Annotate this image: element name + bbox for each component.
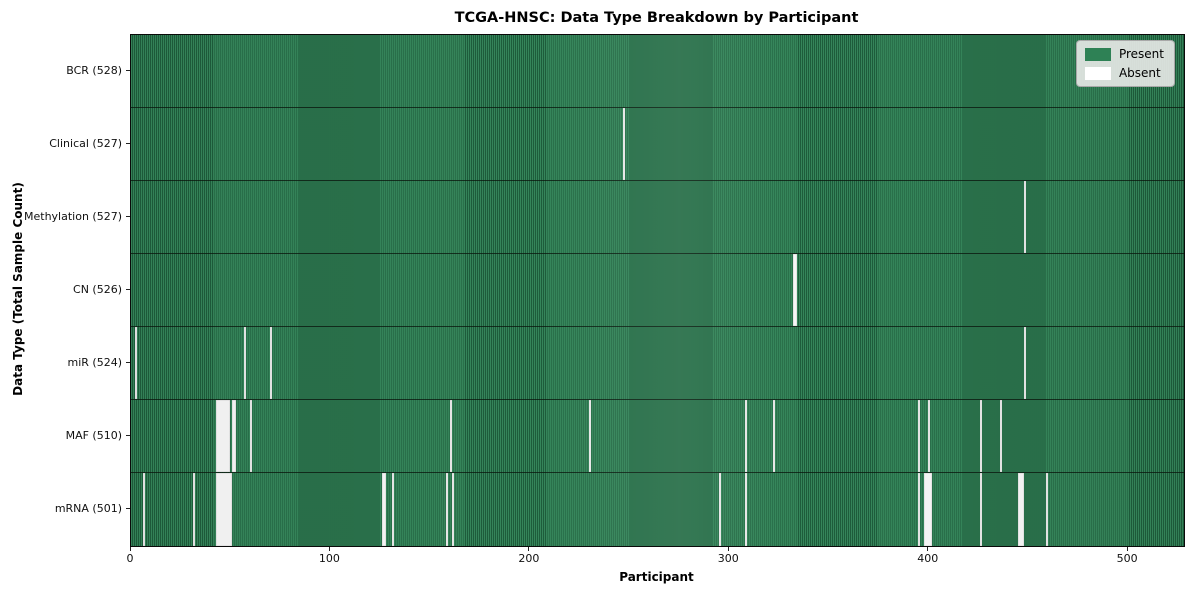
ytick-label-CN: CN (526) (73, 282, 122, 296)
absent-stripe-mRNA-31 (192, 473, 195, 546)
legend-label-absent: Absent (1118, 66, 1161, 80)
absent-stripe-mRNA-445 (1018, 473, 1025, 546)
ytick-mark-Methylation (126, 216, 130, 217)
absent-stripe-miR-2 (134, 327, 137, 399)
absent-stripe-Methylation-448 (1024, 181, 1027, 253)
ytick-label-mRNA: mRNA (501) (54, 501, 122, 515)
ytick-mark-MAF (126, 435, 130, 436)
xtick-mark-100 (328, 546, 330, 551)
absent-swatch (1084, 66, 1111, 80)
ytick-mark-mRNA (126, 508, 130, 509)
absent-stripe-mRNA-398 (924, 473, 933, 546)
ytick-label-Methylation: Methylation (527) (24, 209, 122, 223)
absent-stripe-mRNA-426 (980, 473, 983, 546)
absent-stripe-CN-332 (792, 254, 797, 326)
legend-entry-absent: Absent (1084, 66, 1164, 80)
absent-stripe-mRNA-395 (918, 473, 921, 546)
ytick-mark-CN (126, 289, 130, 290)
ytick-label-BCR: BCR (528) (66, 63, 122, 77)
absent-stripe-MAF-230 (589, 400, 592, 472)
xtick-label-0: 0 (126, 552, 134, 565)
absent-stripe-MAF-400 (928, 400, 931, 472)
absent-stripe-MAF-322 (772, 400, 775, 472)
heatmap-row-miR (131, 327, 1184, 400)
absent-stripe-mRNA-459 (1046, 473, 1049, 546)
heatmap-row-MAF (131, 400, 1184, 473)
absent-stripe-miR-70 (270, 327, 273, 399)
heatmap-plot-area: Present Absent (130, 34, 1185, 547)
absent-stripe-MAF-160 (449, 400, 452, 472)
xtick-mark-500 (1126, 546, 1128, 551)
xtick-label-200: 200 (518, 552, 540, 565)
xtick-mark-200 (528, 546, 530, 551)
absent-stripe-mRNA-126 (381, 473, 386, 546)
absent-stripe-mRNA-158 (445, 473, 448, 546)
ytick-mark-BCR (126, 70, 130, 71)
xtick-label-400: 400 (917, 552, 939, 565)
absent-stripe-MAF-43 (216, 400, 231, 472)
absent-stripe-miR-448 (1024, 327, 1027, 399)
absent-stripe-MAF-308 (744, 400, 747, 472)
absent-stripe-Clinical-247 (623, 108, 626, 180)
ytick-mark-miR (126, 362, 130, 363)
chart-title: TCGA-HNSC: Data Type Breakdown by Partic… (454, 10, 859, 26)
absent-stripe-MAF-60 (250, 400, 253, 472)
ytick-label-MAF: MAF (510) (65, 428, 122, 442)
legend-entry-present: Present (1084, 47, 1164, 61)
ytick-label-Clinical: Clinical (527) (49, 136, 122, 150)
heatmap-row-Methylation (131, 181, 1184, 254)
absent-stripe-mRNA-6 (142, 473, 145, 546)
absent-stripe-MAF-426 (980, 400, 983, 472)
absent-stripe-MAF-395 (918, 400, 921, 472)
heatmap-row-BCR (131, 35, 1184, 108)
xtick-mark-300 (727, 546, 729, 551)
x-axis-label: Participant (619, 570, 694, 584)
xtick-label-500: 500 (1116, 552, 1138, 565)
absent-stripe-mRNA-295 (719, 473, 722, 546)
ytick-label-miR: miR (524) (67, 355, 123, 369)
absent-stripe-mRNA-161 (451, 473, 454, 546)
heatmap-row-CN (131, 254, 1184, 327)
xtick-mark-400 (927, 546, 929, 551)
absent-stripe-MAF-51 (232, 400, 237, 472)
legend-box: Present Absent (1075, 40, 1175, 87)
absent-stripe-miR-57 (244, 327, 247, 399)
absent-stripe-MAF-436 (1000, 400, 1003, 472)
absent-stripe-mRNA-308 (744, 473, 747, 546)
heatmap-row-mRNA (131, 473, 1184, 546)
heatmap-row-Clinical (131, 108, 1184, 181)
absent-stripe-mRNA-43 (216, 473, 233, 546)
xtick-label-100: 100 (318, 552, 340, 565)
xtick-label-300: 300 (717, 552, 739, 565)
absent-stripe-mRNA-131 (391, 473, 394, 546)
ytick-mark-Clinical (126, 143, 130, 144)
present-swatch (1084, 47, 1111, 61)
legend-label-present: Present (1118, 47, 1164, 61)
xtick-mark-0 (129, 546, 131, 551)
